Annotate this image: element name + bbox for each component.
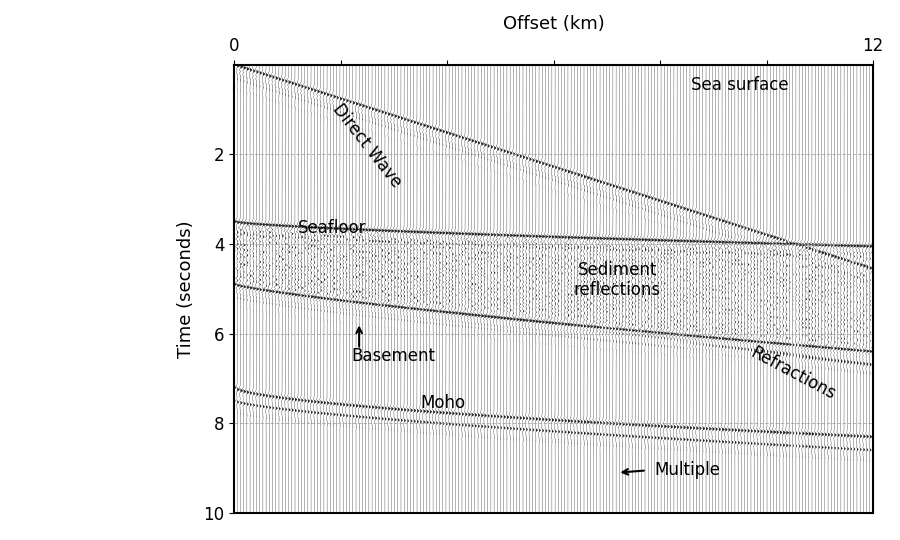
Text: Direct Wave: Direct Wave <box>329 100 405 191</box>
X-axis label: Offset (km): Offset (km) <box>502 15 605 33</box>
Text: Sediment
reflections: Sediment reflections <box>574 260 661 299</box>
Text: Sea surface: Sea surface <box>691 76 788 94</box>
Text: Basement: Basement <box>351 347 436 365</box>
Text: Moho: Moho <box>420 394 465 412</box>
Text: Seafloor: Seafloor <box>298 219 366 238</box>
Y-axis label: Time (seconds): Time (seconds) <box>176 220 194 357</box>
Text: Multiple: Multiple <box>654 461 721 480</box>
Text: Refractions: Refractions <box>748 344 839 404</box>
